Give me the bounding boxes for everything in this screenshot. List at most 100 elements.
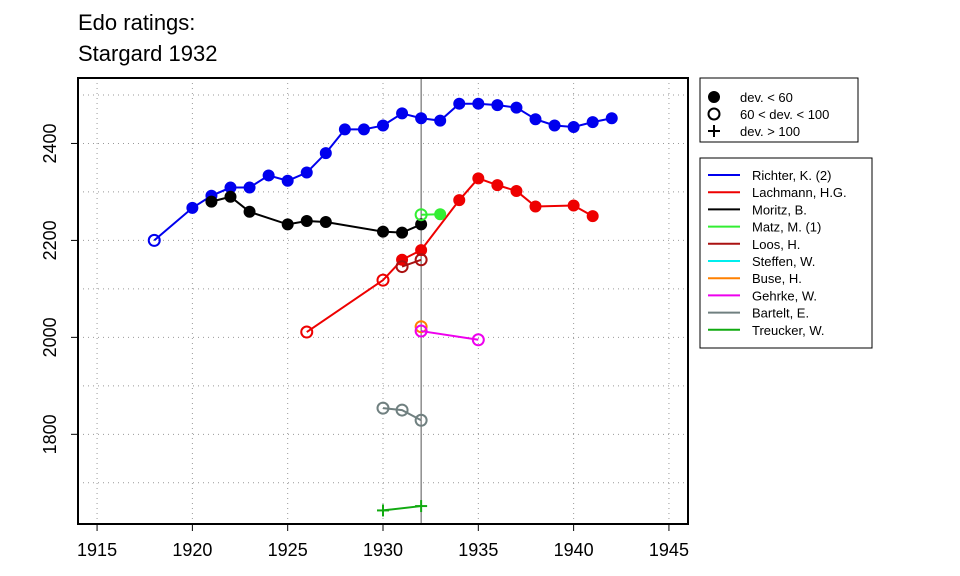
series-legend-label: Lachmann, H.G. — [752, 185, 847, 200]
data-point — [453, 194, 466, 207]
data-point — [300, 325, 314, 339]
deviation-legend-marker — [708, 125, 720, 137]
data-point — [605, 112, 618, 125]
series-line — [211, 195, 422, 234]
y-tick-label: 1800 — [40, 414, 60, 454]
data-point — [415, 218, 428, 231]
series-8 — [376, 401, 428, 427]
data-point — [472, 97, 485, 110]
deviation-legend: dev. < 60 60 < dev. < 100 dev. > 100 — [699, 77, 859, 143]
series-6 — [414, 320, 428, 334]
data-point — [414, 413, 428, 427]
series-legend-label: Bartelt, E. — [752, 306, 809, 321]
data-point — [319, 215, 332, 228]
series-legend: Richter, K. (2) Lachmann, H.G. Moritz, B. M… — [699, 157, 873, 349]
series-line — [382, 505, 422, 512]
data-point — [434, 208, 447, 221]
chart-title-line-1: Edo ratings: — [78, 10, 195, 35]
data-point — [395, 260, 409, 274]
data-point — [567, 120, 580, 133]
series-legend-label: Matz, M. (1) — [752, 220, 821, 235]
data-point — [529, 113, 542, 126]
data-point — [377, 504, 389, 517]
data-point — [281, 218, 294, 231]
data-point — [415, 500, 428, 513]
x-tick-label: 1920 — [172, 540, 212, 560]
data-point — [491, 179, 504, 192]
deviation-legend-label: dev. > 100 — [740, 124, 800, 139]
data-point — [529, 200, 542, 213]
y-tick-label: 2000 — [40, 317, 60, 357]
data-point — [396, 226, 409, 239]
data-point — [338, 123, 351, 136]
series-layer — [147, 97, 618, 517]
data-point — [376, 401, 390, 415]
x-tick-label: 1935 — [458, 540, 498, 560]
series-line — [306, 177, 594, 333]
y-tick-label: 2400 — [40, 123, 60, 163]
data-point — [415, 112, 428, 125]
data-point — [205, 195, 218, 208]
data-point — [243, 181, 256, 194]
series-legend-label: Steffen, W. — [752, 254, 815, 269]
deviation-legend-marker — [708, 91, 720, 103]
series-4 — [395, 253, 428, 274]
data-point — [453, 97, 466, 110]
series-legend-label: Loos, H. — [752, 237, 800, 252]
series-0 — [147, 97, 618, 247]
x-tick-label: 1940 — [554, 540, 594, 560]
x-tick-label: 1930 — [363, 540, 403, 560]
axes: 1915 1920 1925 1930 1935 1940 1945 1800 2000 2200… — [40, 123, 689, 560]
deviation-legend-box — [699, 77, 859, 143]
series-legend-box — [699, 157, 873, 349]
data-point — [300, 215, 313, 228]
series-9 — [377, 500, 428, 517]
plot-frame — [77, 77, 689, 525]
data-point — [471, 333, 485, 347]
data-point — [414, 208, 428, 222]
data-point — [491, 99, 504, 112]
y-tick-label: 2200 — [40, 220, 60, 260]
x-tick-label: 1915 — [77, 540, 117, 560]
series-legend-label: Treucker, W. — [752, 323, 824, 338]
data-point — [377, 119, 389, 132]
series-2 — [205, 190, 428, 239]
x-tick-label: 1945 — [649, 540, 689, 560]
series-legend-label: Buse, H. — [752, 271, 802, 286]
series-legend-label: Gehrke, W. — [752, 288, 817, 303]
data-point — [548, 119, 561, 132]
data-point — [377, 225, 389, 238]
data-point — [396, 107, 409, 120]
data-point — [147, 233, 161, 247]
data-point — [414, 320, 428, 334]
data-point — [414, 324, 428, 338]
data-point — [472, 172, 485, 185]
series-legend-label: Moritz, B. — [752, 202, 807, 217]
series-1 — [300, 172, 599, 339]
data-point — [567, 199, 580, 212]
data-point — [262, 169, 275, 182]
deviation-legend-label: dev. < 60 — [740, 90, 793, 105]
data-point — [586, 116, 599, 129]
data-point — [414, 253, 428, 267]
data-point — [510, 184, 523, 197]
series-3 — [414, 208, 447, 222]
data-point — [243, 205, 256, 218]
grid — [78, 78, 688, 524]
data-point — [319, 147, 332, 160]
x-tick-label: 1925 — [268, 540, 308, 560]
data-point — [186, 201, 199, 214]
data-point — [376, 273, 390, 287]
series-7 — [414, 324, 485, 347]
series-line — [401, 258, 422, 268]
data-point — [281, 174, 294, 187]
data-point — [415, 244, 428, 257]
data-point — [300, 166, 313, 179]
data-point — [224, 190, 237, 203]
deviation-legend-marker — [707, 107, 721, 121]
series-line — [420, 330, 479, 341]
deviation-legend-label: 60 < dev. < 100 — [740, 107, 829, 122]
series-legend-label: Richter, K. (2) — [752, 168, 831, 183]
chart-title-line-2: Stargard 1932 — [78, 41, 217, 66]
data-point — [395, 403, 409, 417]
